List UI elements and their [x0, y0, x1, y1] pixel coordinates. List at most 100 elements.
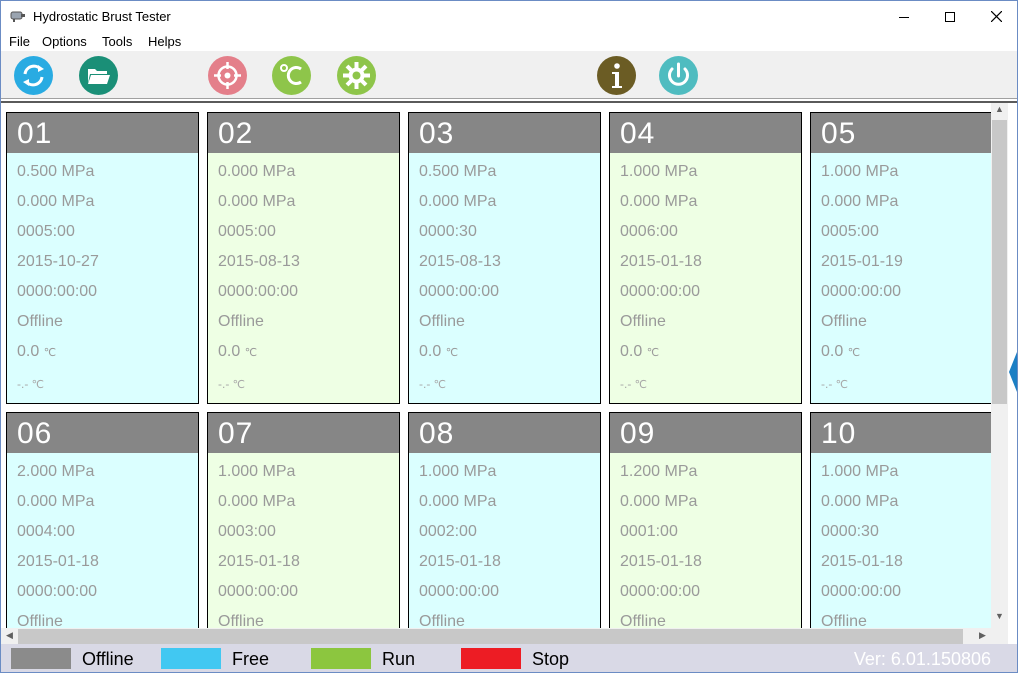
hold-time-value: 0005:00 — [821, 223, 879, 240]
station-card-10[interactable]: 10 1.000 MPa 0.000 MPa 0000:30 2015-01-18 000… — [810, 412, 1003, 644]
status-bar: Offline Free Run Stop Ver: 6.01.150806 — [1, 644, 1017, 672]
elapsed-time-value: 0000:00:00 — [419, 283, 500, 300]
station-number: 07 — [218, 417, 254, 450]
refresh-button[interactable] — [14, 56, 53, 95]
maximize-icon — [945, 11, 955, 22]
target-icon — [208, 56, 247, 95]
temperature-button[interactable] — [272, 56, 311, 95]
status-value: Offline — [419, 313, 465, 330]
date-value: 2015-01-18 — [620, 553, 702, 570]
set-pressure-value: 1.000 MPa — [821, 163, 899, 180]
set-pressure-value: 1.200 MPa — [620, 463, 698, 480]
side-panel-tab[interactable] — [1009, 352, 1017, 392]
scroll-right-icon[interactable]: ▶ — [979, 630, 986, 640]
station-card-06[interactable]: 06 2.000 MPa 0.000 MPa 0004:00 2015-01-18 000… — [6, 412, 199, 644]
scroll-up-icon[interactable]: ▲ — [995, 104, 1004, 114]
elapsed-time-value: 0000:00:00 — [419, 583, 500, 600]
date-value: 2015-08-13 — [218, 253, 300, 270]
maximize-button[interactable] — [927, 1, 973, 32]
ambient-temperature-unit: ℃ — [835, 379, 849, 391]
hold-time-value: 0000:30 — [419, 223, 477, 240]
ambient-temperature-number: -.- — [17, 377, 29, 391]
refresh-icon — [14, 56, 53, 95]
celsius-icon — [272, 56, 311, 95]
pressure-value: 0.000 MPa — [218, 193, 296, 210]
pressure-value: 0.000 MPa — [218, 493, 296, 510]
station-panel: 01 0.500 MPa 0.000 MPa 0005:00 2015-10-27 000… — [1, 101, 1017, 644]
date-value: 2015-10-27 — [17, 253, 99, 270]
ambient-temperature-value: -.- ℃ — [17, 377, 44, 391]
scroll-left-icon[interactable]: ◀ — [6, 630, 13, 640]
date-value: 2015-01-18 — [218, 553, 300, 570]
date-value: 2015-01-18 — [620, 253, 702, 270]
minimize-button[interactable] — [881, 1, 927, 32]
elapsed-time-value: 0000:00:00 — [620, 583, 701, 600]
title-bar: Hydrostatic Brust Tester — [1, 1, 1017, 32]
status-value: Offline — [218, 313, 264, 330]
menu-helps[interactable]: Helps — [148, 34, 182, 49]
set-pressure-value: 1.000 MPa — [419, 463, 497, 480]
status-value: Offline — [821, 613, 867, 630]
folder-open-icon — [79, 56, 118, 95]
horizontal-scroll-thumb[interactable] — [18, 629, 963, 644]
scroll-down-icon[interactable]: ▼ — [995, 611, 1004, 621]
station-card-07[interactable]: 07 1.000 MPa 0.000 MPa 0003:00 2015-01-18 000… — [207, 412, 400, 644]
legend-label-free: Free — [232, 649, 270, 669]
station-card-04[interactable]: 04 1.000 MPa 0.000 MPa 0006:00 2015-01-18 000… — [609, 112, 802, 404]
station-header: 05 — [811, 113, 1002, 153]
station-number: 02 — [218, 117, 254, 150]
status-value: Offline — [620, 613, 666, 630]
legend-label-offline: Offline — [82, 649, 134, 669]
ambient-temperature-value: -.- ℃ — [218, 377, 245, 391]
scroll-corner — [991, 628, 1008, 644]
menu-file[interactable]: File — [9, 34, 30, 49]
status-value: Offline — [419, 613, 465, 630]
pressure-value: 0.000 MPa — [17, 493, 95, 510]
settings-button[interactable] — [337, 56, 376, 95]
close-icon — [990, 11, 1002, 22]
temperature-value: 0.0 ℃ — [821, 343, 860, 361]
hold-time-value: 0004:00 — [17, 523, 75, 540]
hold-time-value: 0000:30 — [821, 523, 879, 540]
elapsed-time-value: 0000:00:00 — [17, 583, 98, 600]
elapsed-time-value: 0000:00:00 — [17, 283, 98, 300]
temperature-value: 0.0 ℃ — [218, 343, 257, 361]
station-card-01[interactable]: 01 0.500 MPa 0.000 MPa 0005:00 2015-10-27 000… — [6, 112, 199, 404]
station-card-08[interactable]: 08 1.000 MPa 0.000 MPa 0002:00 2015-01-18 000… — [408, 412, 601, 644]
vertical-scroll-thumb[interactable] — [992, 120, 1007, 404]
vertical-scrollbar[interactable]: ▲ ▼ — [991, 103, 1008, 628]
legend-swatch-stop — [461, 648, 521, 669]
station-header: 04 — [610, 113, 801, 153]
date-value: 2015-08-13 — [419, 253, 501, 270]
pressure-value: 0.000 MPa — [419, 493, 497, 510]
temperature-value: 0.0 ℃ — [620, 343, 659, 361]
temperature-unit: ℃ — [646, 347, 660, 359]
legend-label-stop: Stop — [532, 649, 570, 669]
elapsed-time-value: 0000:00:00 — [218, 283, 299, 300]
ambient-temperature-unit: ℃ — [232, 379, 246, 391]
close-button[interactable] — [973, 1, 1017, 32]
set-pressure-value: 1.000 MPa — [821, 463, 899, 480]
menu-tools[interactable]: Tools — [102, 34, 133, 49]
station-card-09[interactable]: 09 1.200 MPa 0.000 MPa 0001:00 2015-01-18 000… — [609, 412, 802, 644]
info-button[interactable] — [597, 56, 636, 95]
temperature-value: 0.0 ℃ — [17, 343, 56, 361]
station-card-02[interactable]: 02 0.000 MPa 0.000 MPa 0005:00 2015-08-13 000… — [207, 112, 400, 404]
target-button[interactable] — [208, 56, 247, 95]
power-button[interactable] — [659, 56, 698, 95]
ambient-temperature-value: -.- ℃ — [821, 377, 848, 391]
pressure-value: 0.000 MPa — [620, 193, 698, 210]
pressure-value: 0.000 MPa — [821, 193, 899, 210]
date-value: 2015-01-18 — [821, 553, 903, 570]
station-card-03[interactable]: 03 0.500 MPa 0.000 MPa 0000:30 2015-08-13 000… — [408, 112, 601, 404]
station-card-05[interactable]: 05 1.000 MPa 0.000 MPa 0005:00 2015-01-19 000… — [810, 112, 1003, 404]
date-value: 2015-01-18 — [17, 553, 99, 570]
window-title: Hydrostatic Brust Tester — [33, 9, 171, 24]
hold-time-value: 0005:00 — [17, 223, 75, 240]
station-number: 03 — [419, 117, 455, 150]
horizontal-scrollbar[interactable]: ◀ ▶ — [1, 628, 991, 644]
open-folder-button[interactable] — [79, 56, 118, 95]
hold-time-value: 0002:00 — [419, 523, 477, 540]
app-icon — [10, 9, 26, 23]
menu-options[interactable]: Options — [42, 34, 87, 49]
